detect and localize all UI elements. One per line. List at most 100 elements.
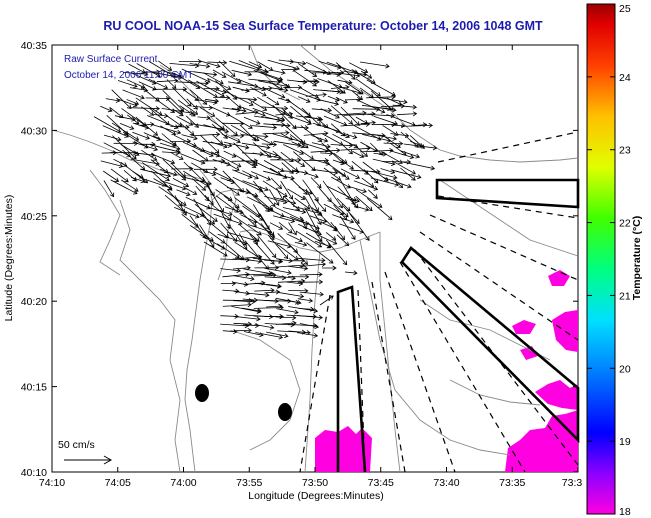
current-vector	[293, 158, 306, 167]
current-vector	[297, 332, 319, 338]
colorbar-tick-label: 19	[619, 436, 631, 448]
current-vector	[361, 177, 375, 188]
current-vector	[352, 151, 365, 158]
current-vector	[250, 86, 267, 97]
current-vector	[283, 84, 303, 90]
current-vector	[297, 257, 326, 263]
current-vector	[330, 221, 346, 241]
current-vector	[130, 158, 160, 166]
colorbar	[586, 3, 616, 515]
current-vector	[230, 133, 245, 139]
current-vector	[189, 89, 208, 105]
current-vector	[270, 177, 283, 190]
y-tick-label: 40:15	[21, 382, 47, 394]
current-vector	[159, 168, 178, 177]
current-vector	[193, 198, 211, 226]
current-vector	[275, 111, 294, 117]
current-vector	[126, 99, 140, 106]
current-vector	[248, 78, 281, 85]
current-vector	[299, 261, 327, 267]
current-vector	[343, 133, 358, 140]
current-vector	[243, 116, 261, 125]
current-vector	[222, 302, 252, 308]
current-vector	[269, 222, 284, 230]
current-vector	[256, 233, 277, 259]
current-vector	[251, 124, 278, 130]
current-vector	[213, 176, 240, 196]
current-vector	[188, 79, 218, 98]
current-vector	[132, 170, 144, 179]
colorbar-tick-label: 22	[619, 218, 631, 230]
current-vector	[299, 216, 308, 230]
current-vector	[233, 327, 252, 333]
map-content: 50 cm/s Raw Surface Current October 14, …	[51, 44, 580, 473]
current-vector	[202, 176, 215, 197]
current-vector	[260, 72, 284, 82]
current-vector	[136, 63, 161, 78]
current-vector	[339, 223, 365, 234]
current-vector	[127, 114, 140, 125]
bathymetry-contour-5	[439, 179, 579, 257]
current-vector	[320, 89, 344, 95]
y-tick-label: 40:25	[21, 211, 47, 223]
current-vector	[392, 104, 418, 110]
station-marker	[278, 403, 292, 421]
current-vector	[146, 115, 179, 130]
current-vector	[263, 160, 285, 172]
colorbar-tick-label: 24	[619, 72, 631, 84]
bathymetry-contour-9	[419, 299, 551, 361]
current-vector	[363, 169, 379, 184]
sst-patch-bottom-right	[505, 410, 578, 472]
current-vector	[221, 133, 241, 144]
current-vector	[194, 203, 218, 222]
current-vector	[227, 113, 253, 129]
current-vector	[272, 70, 286, 75]
current-vector	[199, 107, 216, 117]
current-vector	[251, 171, 271, 181]
map-title: RU COOL NOAA-15 Sea Surface Temperature:…	[103, 19, 543, 33]
coastline-brooklyn	[249, 44, 301, 101]
x-tick-label: 74:10	[39, 477, 65, 489]
current-vector	[232, 169, 253, 179]
current-vector	[141, 106, 155, 116]
current-vector	[200, 134, 220, 154]
current-vector	[170, 151, 184, 160]
current-vector	[185, 188, 198, 195]
x-tick-label: 73:3	[562, 477, 583, 489]
current-vector	[345, 198, 361, 204]
current-vector	[293, 70, 317, 87]
current-vector	[314, 198, 327, 212]
current-vector	[129, 106, 161, 112]
current-vectors	[93, 58, 438, 340]
current-vector	[192, 144, 205, 152]
radar-beam	[384, 271, 456, 473]
current-vector	[170, 138, 192, 144]
current-vector	[342, 161, 355, 170]
current-vector	[355, 195, 373, 212]
current-vector	[278, 222, 293, 234]
current-vector	[143, 132, 162, 141]
current-vector	[190, 131, 221, 137]
current-vector	[106, 115, 129, 136]
current-vector	[249, 233, 258, 245]
current-vector	[310, 147, 341, 153]
colorbar-tick-label: 18	[619, 506, 631, 518]
current-vector	[289, 216, 320, 230]
current-vector	[181, 134, 198, 141]
current-vector	[260, 105, 289, 111]
current-vector	[403, 161, 436, 171]
current-vector	[247, 98, 268, 111]
current-vector	[204, 205, 233, 217]
current-vector	[241, 159, 257, 166]
current-vector	[287, 265, 309, 271]
bathymetry-contour-10	[449, 379, 541, 406]
current-vector	[103, 180, 115, 198]
current-vector	[306, 79, 320, 85]
current-vector	[400, 167, 416, 181]
current-vector	[158, 60, 173, 71]
y-tick-label: 40:20	[21, 296, 47, 308]
current-vector	[382, 134, 401, 148]
current-vector	[311, 207, 323, 216]
radar-beam	[429, 214, 579, 281]
